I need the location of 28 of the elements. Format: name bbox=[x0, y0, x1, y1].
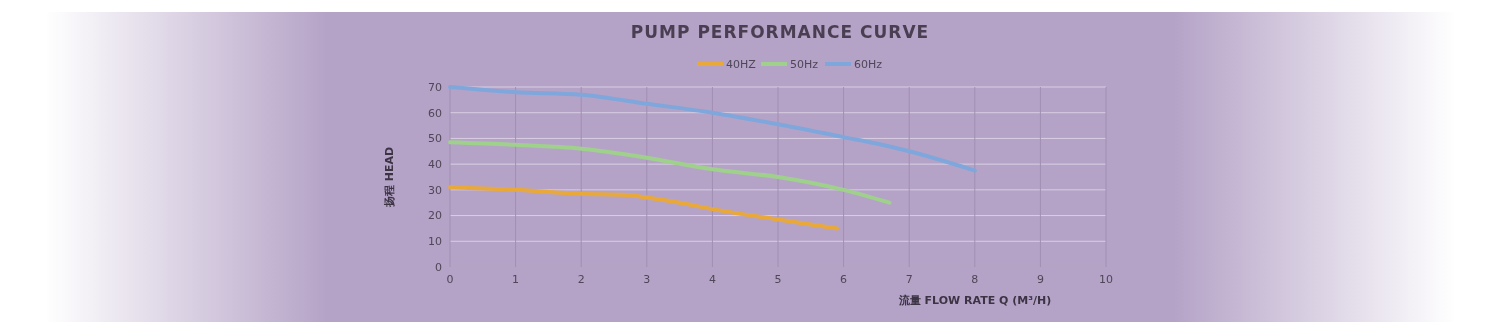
x-tick-label: 1 bbox=[512, 273, 520, 286]
y-tick-label: 10 bbox=[428, 235, 442, 249]
x-tick-label: 4 bbox=[708, 273, 716, 286]
y-tick-label: 40 bbox=[428, 157, 442, 171]
y-tick-label: 60 bbox=[428, 106, 442, 120]
y-tick-label: 30 bbox=[428, 183, 442, 197]
chart-title: PUMP PERFORMANCE CURVE bbox=[630, 22, 930, 42]
line-series bbox=[448, 85, 977, 173]
x-tick-label: 0 bbox=[446, 273, 454, 286]
legend-label: 60Hz bbox=[854, 57, 883, 71]
y-tick-label: 0 bbox=[435, 260, 442, 274]
x-tick-label: 7 bbox=[905, 273, 913, 286]
x-tick-label: 8 bbox=[971, 273, 979, 286]
x-tick-label: 5 bbox=[774, 273, 782, 286]
line-series bbox=[448, 185, 840, 231]
line-series bbox=[448, 140, 892, 205]
legend-label: 40HZ bbox=[726, 57, 757, 71]
y-tick-label: 20 bbox=[428, 209, 442, 223]
x-axis-title: 流量 FLOW RATE Q (M³/H) bbox=[897, 294, 1052, 307]
legend-label: 50Hz bbox=[790, 57, 819, 71]
x-tick-label: 9 bbox=[1036, 273, 1044, 286]
y-axis-title: 扬程 HEAD bbox=[383, 146, 396, 209]
y-tick-label: 70 bbox=[428, 80, 442, 94]
x-tick-label: 6 bbox=[840, 273, 848, 286]
x-tick-label: 10 bbox=[1099, 273, 1113, 286]
y-tick-label: 50 bbox=[428, 132, 442, 146]
x-tick-label: 2 bbox=[577, 273, 585, 286]
x-tick-label: 3 bbox=[643, 273, 651, 286]
